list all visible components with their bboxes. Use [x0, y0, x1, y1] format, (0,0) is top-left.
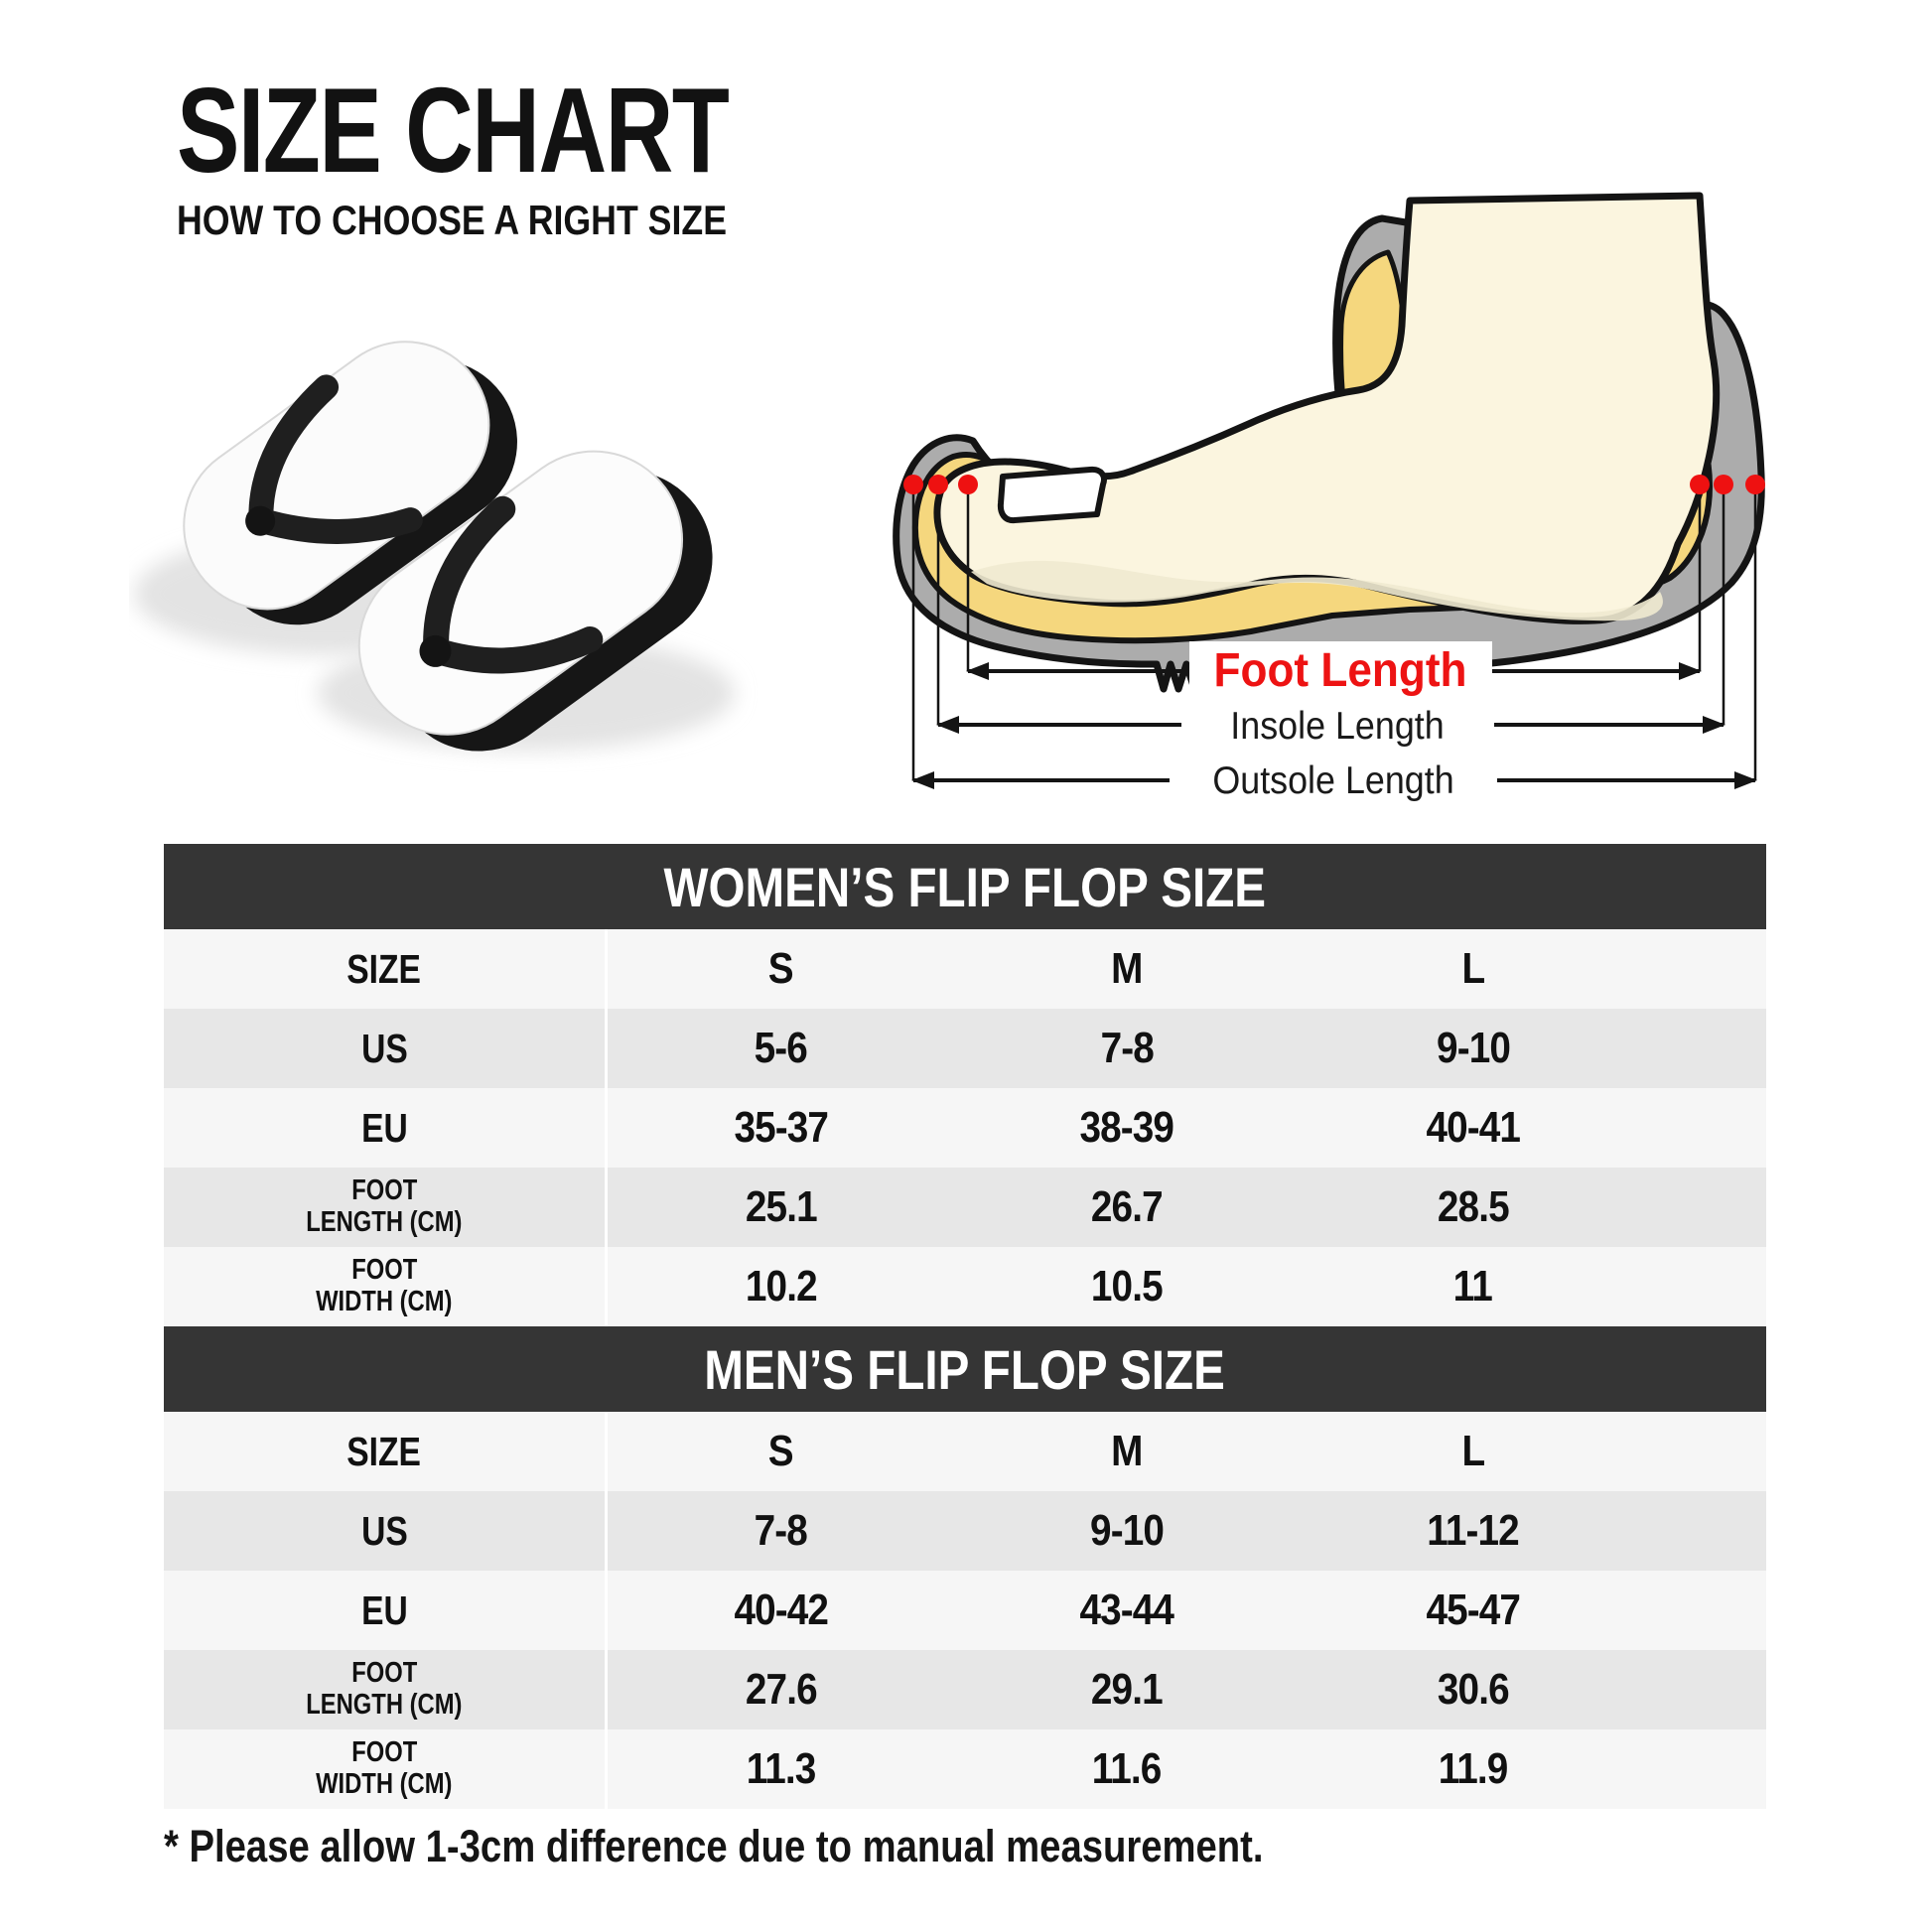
cell-m: 29.1 [1091, 1665, 1164, 1714]
mens-table-title: MEN’S FLIP FLOP SIZE [704, 1337, 1226, 1401]
foot-length-label: Foot Length [1213, 642, 1466, 696]
cell-s: 40-42 [734, 1586, 829, 1634]
table-row: FOOT LENGTH (CM) 27.6 29.1 30.6 [164, 1650, 1766, 1729]
mens-table-title-bar: MEN’S FLIP FLOP SIZE [164, 1326, 1766, 1412]
cell-s: 35-37 [734, 1103, 829, 1152]
toenail-shape [997, 466, 1107, 524]
table-row: EU 40-42 43-44 45-47 [164, 1571, 1766, 1650]
row-label: SIZE [164, 929, 609, 1009]
cell-l: 9-10 [1436, 1024, 1511, 1072]
page-subtitle: HOW TO CHOOSE A RIGHT SIZE [177, 197, 728, 243]
flip-flop-photo [134, 341, 735, 752]
cell-s: 11.3 [746, 1744, 817, 1793]
foot-measurement-diagram: Foot Length Insole Length Outsole Length [893, 192, 1765, 803]
cell-s: 5-6 [754, 1024, 808, 1072]
cell-s: 27.6 [745, 1665, 817, 1714]
table-row: FOOT LENGTH (CM) 25.1 26.7 28.5 [164, 1168, 1766, 1247]
cell-m: M [1111, 1427, 1143, 1475]
cell-l: 45-47 [1426, 1586, 1521, 1634]
row-label: FOOT WIDTH (CM) [164, 1729, 609, 1809]
spacer-cell [1646, 1729, 1766, 1809]
cell-s: 7-8 [754, 1506, 808, 1555]
womens-table-title-bar: WOMEN’S FLIP FLOP SIZE [164, 844, 1766, 929]
row-label: SIZE [164, 1412, 609, 1491]
foot-sole-shading [971, 560, 1663, 621]
table-row: US 7-8 9-10 11-12 [164, 1491, 1766, 1571]
row-label: FOOT LENGTH (CM) [164, 1650, 609, 1729]
cell-l: L [1461, 944, 1485, 993]
cell-s: S [767, 944, 794, 993]
cell-m: 7-8 [1100, 1024, 1154, 1072]
cell-l: 30.6 [1437, 1665, 1510, 1714]
cell-l: 11 [1452, 1262, 1493, 1311]
cell-l: 11-12 [1427, 1506, 1519, 1555]
spacer-cell [1646, 1088, 1766, 1168]
womens-size-table: WOMEN’S FLIP FLOP SIZE SIZE S M L US 5-6… [164, 844, 1766, 1326]
cell-m: 43-44 [1079, 1586, 1175, 1634]
spacer-cell [1646, 1491, 1766, 1571]
table-row: US 5-6 7-8 9-10 [164, 1009, 1766, 1088]
row-label: FOOT WIDTH (CM) [164, 1247, 609, 1326]
cell-m: M [1111, 944, 1143, 993]
cell-s: S [767, 1427, 794, 1475]
cell-m: 10.5 [1091, 1262, 1164, 1311]
outsole-length-label: Outsole Length [1212, 759, 1453, 802]
cell-l: 11.9 [1438, 1744, 1509, 1793]
cell-l: 40-41 [1426, 1103, 1521, 1152]
cell-s: 10.2 [745, 1262, 817, 1311]
cell-m: 9-10 [1089, 1506, 1165, 1555]
table-row: SIZE S M L [164, 929, 1766, 1009]
table-row: EU 35-37 38-39 40-41 [164, 1088, 1766, 1168]
foot-shape [933, 192, 1721, 624]
spacer-cell [1646, 1247, 1766, 1326]
spacer-cell [1646, 1571, 1766, 1650]
table-row: SIZE S M L [164, 1412, 1766, 1491]
measure-dots [903, 475, 1765, 494]
cell-l: L [1461, 1427, 1485, 1475]
table-row: FOOT WIDTH (CM) 11.3 11.6 11.9 [164, 1729, 1766, 1809]
cell-l: 28.5 [1437, 1182, 1510, 1231]
spacer-cell [1646, 929, 1766, 1009]
spacer-cell [1646, 1168, 1766, 1247]
spacer-cell [1646, 1650, 1766, 1729]
title-block: SIZE CHART HOW TO CHOOSE A RIGHT SIZE [177, 69, 884, 244]
cell-s: 25.1 [745, 1182, 817, 1231]
row-label: US [164, 1009, 609, 1088]
cell-m: 38-39 [1079, 1103, 1175, 1152]
measurement-disclaimer: * Please allow 1-3cm difference due to m… [164, 1821, 1264, 1871]
spacer-cell [1646, 1009, 1766, 1088]
page-title: SIZE CHART [177, 63, 730, 198]
cell-m: 11.6 [1092, 1744, 1163, 1793]
measure-guide-lines [911, 486, 1757, 780]
row-label: US [164, 1491, 609, 1571]
row-label: EU [164, 1571, 609, 1650]
flip-flop-left [183, 341, 517, 625]
spacer-cell [1646, 1412, 1766, 1491]
label-backgrounds [1170, 641, 1497, 803]
row-label: FOOT LENGTH (CM) [164, 1168, 609, 1247]
table-row: FOOT WIDTH (CM) 10.2 10.5 11 [164, 1247, 1766, 1326]
size-tables: WOMEN’S FLIP FLOP SIZE SIZE S M L US 5-6… [164, 844, 1766, 1809]
flip-flop-right [357, 450, 713, 752]
insole-length-label: Insole Length [1230, 704, 1444, 748]
cell-m: 26.7 [1091, 1182, 1164, 1231]
row-label: EU [164, 1088, 609, 1168]
womens-table-title: WOMEN’S FLIP FLOP SIZE [663, 855, 1267, 918]
mens-size-table: MEN’S FLIP FLOP SIZE SIZE S M L US 7-8 9… [164, 1326, 1766, 1809]
